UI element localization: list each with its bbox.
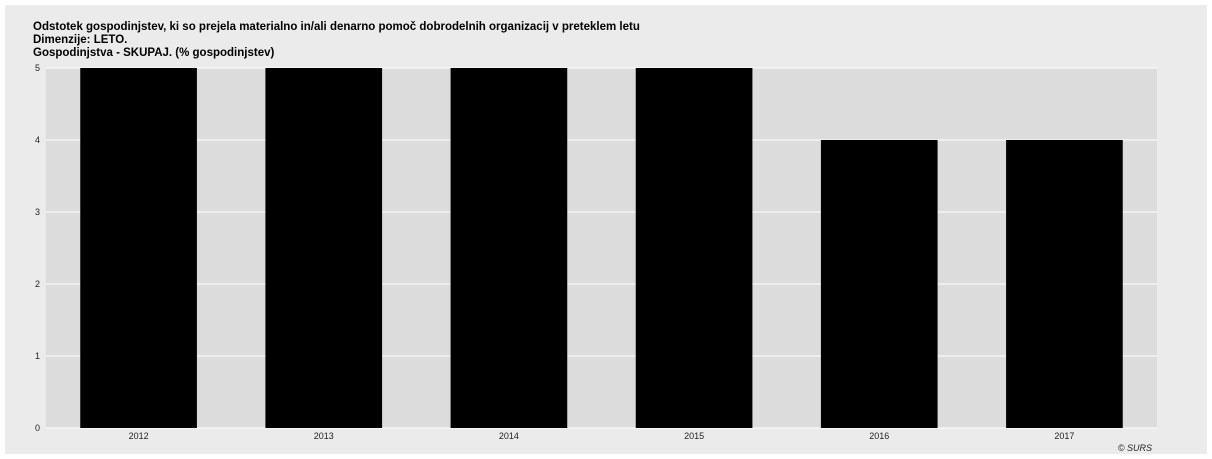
chart-title: Odstotek gospodinjstev, ki so prejela ma…: [33, 21, 640, 33]
chart-subtitle-dimensions: Dimenzije: LETO.: [33, 34, 128, 46]
y-tick-label: 2: [35, 279, 40, 289]
y-axis: 0 1 2 3 4 5: [35, 63, 40, 433]
x-tick-label: 2013: [314, 431, 334, 441]
plot-area: [46, 68, 1157, 428]
chart-subtitle-unit: Gospodinjstva - SKUPAJ. (% gospodinjstev…: [33, 47, 275, 59]
y-tick-label: 3: [35, 207, 40, 217]
chart-panel: Odstotek gospodinjstev, ki so prejela ma…: [5, 5, 1207, 454]
bar-2014: [450, 68, 568, 428]
x-tick-label: 2016: [869, 431, 889, 441]
x-tick-label: 2017: [1054, 431, 1074, 441]
y-tick-label: 4: [35, 135, 40, 145]
bar-2012: [80, 68, 197, 428]
x-tick-label: 2012: [129, 431, 149, 441]
source-credit: © SURS: [1117, 443, 1152, 453]
gridlines: [46, 67, 1157, 429]
bar-2016: [820, 140, 938, 428]
bar-2013: [265, 68, 383, 428]
y-tick-label: 5: [35, 63, 40, 73]
bars: [80, 68, 1123, 428]
x-tick-label: 2015: [684, 431, 704, 441]
bar-2017: [1006, 140, 1123, 428]
x-tick-label: 2014: [499, 431, 519, 441]
bar-2015: [635, 68, 753, 428]
x-axis: 2012 2013 2014 2015 2016 2017: [129, 431, 1075, 441]
bar-chart: 0 1 2 3 4 5 2012 2013 2014 2015 2016 2017: [35, 63, 1157, 441]
y-tick-label: 1: [35, 351, 40, 361]
y-tick-label: 0: [35, 423, 40, 433]
